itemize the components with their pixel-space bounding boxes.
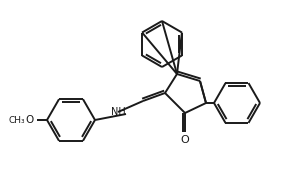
Text: O: O xyxy=(181,135,189,145)
Text: NH: NH xyxy=(111,107,126,117)
Text: CH₃: CH₃ xyxy=(8,116,25,125)
Text: O: O xyxy=(26,115,34,125)
